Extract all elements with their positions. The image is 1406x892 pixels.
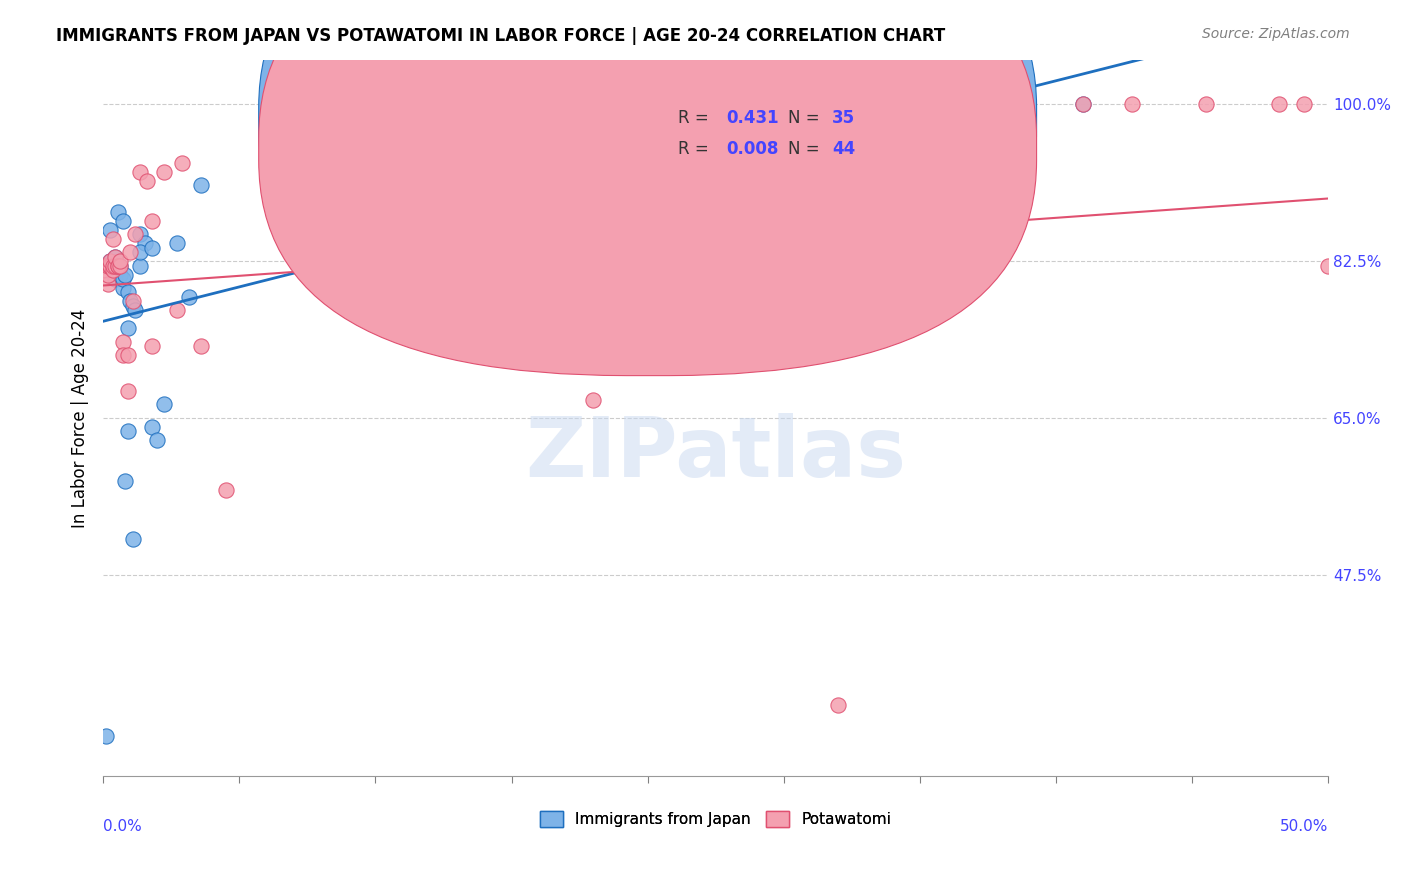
- Point: [104, 259, 127, 273]
- Point: [166, 303, 188, 318]
- Point: [128, 227, 150, 242]
- Point: [170, 155, 193, 169]
- Point: [190, 178, 212, 192]
- Text: N =: N =: [787, 140, 825, 158]
- Text: 50.0%: 50.0%: [1279, 819, 1329, 834]
- Point: [124, 303, 146, 318]
- Point: [114, 268, 136, 282]
- FancyBboxPatch shape: [259, 0, 1036, 345]
- Point: [117, 384, 139, 398]
- Text: 0.008: 0.008: [727, 140, 779, 158]
- Point: [111, 348, 134, 362]
- Point: [827, 698, 849, 712]
- FancyBboxPatch shape: [599, 92, 893, 178]
- Point: [104, 250, 127, 264]
- Point: [141, 241, 163, 255]
- Point: [100, 254, 122, 268]
- Point: [117, 285, 139, 300]
- Point: [111, 214, 134, 228]
- Point: [153, 164, 176, 178]
- Point: [214, 483, 236, 497]
- Point: [91, 259, 114, 273]
- Point: [110, 254, 132, 268]
- Point: [827, 97, 849, 112]
- Point: [100, 223, 122, 237]
- Point: [128, 259, 150, 273]
- Point: [166, 236, 188, 251]
- Point: [177, 290, 200, 304]
- Text: N =: N =: [787, 110, 825, 128]
- Point: [117, 321, 139, 335]
- Point: [104, 259, 127, 273]
- Point: [121, 294, 143, 309]
- Point: [117, 425, 139, 439]
- Text: 0.0%: 0.0%: [103, 819, 142, 834]
- Legend: Immigrants from Japan, Potawatomi: Immigrants from Japan, Potawatomi: [534, 805, 897, 833]
- Point: [101, 232, 124, 246]
- Point: [110, 259, 132, 273]
- Text: IMMIGRANTS FROM JAPAN VS POTAWATOMI IN LABOR FORCE | AGE 20-24 CORRELATION CHART: IMMIGRANTS FROM JAPAN VS POTAWATOMI IN L…: [56, 27, 945, 45]
- Point: [141, 214, 163, 228]
- Point: [120, 245, 142, 260]
- Point: [141, 420, 163, 434]
- Point: [111, 272, 134, 286]
- Y-axis label: In Labor Force | Age 20-24: In Labor Force | Age 20-24: [72, 309, 89, 527]
- Point: [121, 532, 143, 546]
- Text: 35: 35: [832, 110, 855, 128]
- Point: [117, 348, 139, 362]
- Point: [949, 259, 972, 273]
- Point: [1071, 97, 1094, 112]
- Point: [1292, 97, 1315, 112]
- Point: [100, 259, 122, 273]
- Point: [121, 299, 143, 313]
- Point: [146, 434, 169, 448]
- Point: [1121, 97, 1143, 112]
- Point: [94, 259, 117, 273]
- Point: [110, 268, 132, 282]
- Point: [94, 729, 117, 743]
- Point: [97, 268, 120, 282]
- Point: [704, 259, 727, 273]
- Point: [94, 263, 117, 277]
- Point: [114, 474, 136, 488]
- Point: [101, 259, 124, 273]
- Point: [128, 164, 150, 178]
- Point: [111, 281, 134, 295]
- Point: [134, 236, 156, 251]
- Point: [107, 263, 129, 277]
- Point: [120, 294, 142, 309]
- Text: 44: 44: [832, 140, 855, 158]
- Point: [124, 227, 146, 242]
- Text: Source: ZipAtlas.com: Source: ZipAtlas.com: [1202, 27, 1350, 41]
- Point: [107, 259, 129, 273]
- FancyBboxPatch shape: [259, 0, 1036, 376]
- Text: R =: R =: [678, 140, 714, 158]
- Point: [136, 173, 159, 187]
- Text: 0.431: 0.431: [727, 110, 779, 128]
- Point: [1194, 97, 1216, 112]
- Point: [110, 259, 132, 273]
- Point: [101, 263, 124, 277]
- Point: [111, 334, 134, 349]
- Point: [582, 392, 605, 407]
- Point: [107, 259, 129, 273]
- Point: [1317, 259, 1340, 273]
- Point: [1268, 97, 1291, 112]
- Point: [97, 259, 120, 273]
- Point: [153, 397, 176, 411]
- Point: [190, 339, 212, 353]
- Point: [100, 259, 122, 273]
- Point: [97, 277, 120, 291]
- Point: [128, 245, 150, 260]
- Point: [100, 254, 122, 268]
- Point: [104, 272, 127, 286]
- Point: [1071, 97, 1094, 112]
- Point: [141, 339, 163, 353]
- Text: R =: R =: [678, 110, 714, 128]
- Point: [104, 250, 127, 264]
- Point: [107, 205, 129, 219]
- Text: ZIPatlas: ZIPatlas: [524, 413, 905, 494]
